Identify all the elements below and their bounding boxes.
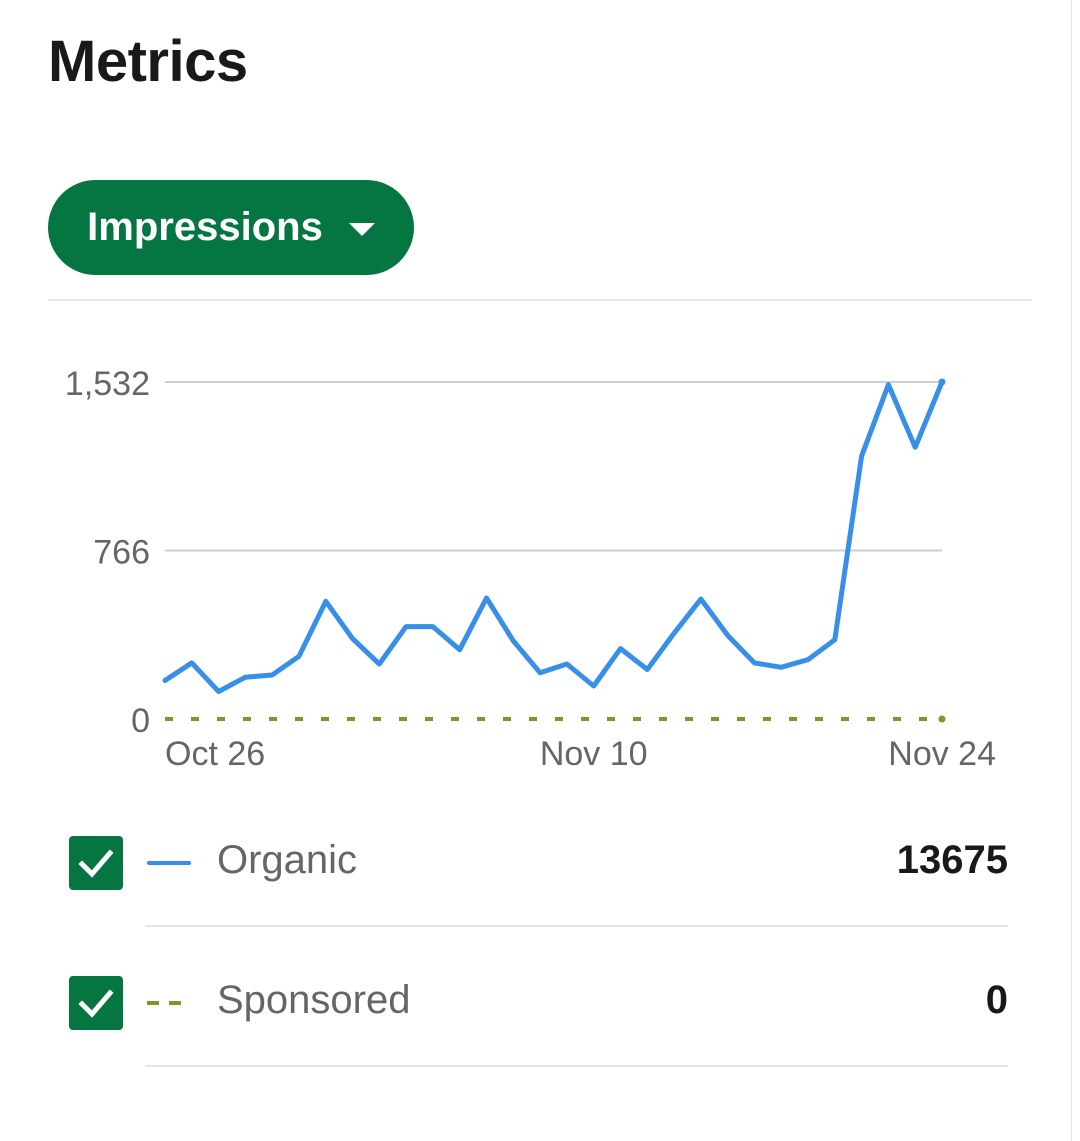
y-tick-label: 0	[131, 702, 150, 740]
y-tick-label: 766	[93, 534, 150, 572]
section-divider	[48, 299, 1032, 301]
organic-series-line	[162, 379, 945, 694]
page-title: Metrics	[48, 29, 248, 94]
sponsored-total: 0	[985, 978, 1008, 1022]
checkmark-icon	[78, 989, 114, 1018]
metric-dropdown-label: Impressions	[87, 205, 323, 249]
sponsored-end-point	[938, 715, 946, 723]
x-tick-label: Oct 26	[165, 735, 265, 773]
legend-row-sponsored: Sponsored 0	[0, 958, 1072, 1048]
legend-divider	[145, 925, 1008, 927]
sponsored-dashed-swatch	[147, 1001, 191, 1005]
impressions-line-chart: 1,532 766 0 Oct 26 Nov 10 Nov 24	[65, 365, 996, 773]
legend-row-organic: Organic 13675	[0, 818, 1072, 908]
organic-line-swatch	[147, 861, 191, 865]
organic-total: 13675	[896, 838, 1008, 882]
checkmark-icon	[78, 849, 114, 878]
x-tick-label: Nov 10	[540, 735, 648, 773]
legend-divider	[145, 1065, 1008, 1067]
sponsored-checkbox[interactable]	[69, 976, 123, 1030]
metric-dropdown-button[interactable]: Impressions	[48, 180, 414, 275]
organic-end-point	[938, 378, 946, 386]
sponsored-label: Sponsored	[217, 978, 411, 1022]
y-tick-label: 1,532	[65, 365, 150, 403]
organic-label: Organic	[217, 838, 358, 882]
caret-down-icon	[348, 223, 375, 236]
x-tick-label: Nov 24	[888, 735, 996, 773]
organic-checkbox[interactable]	[69, 836, 123, 890]
